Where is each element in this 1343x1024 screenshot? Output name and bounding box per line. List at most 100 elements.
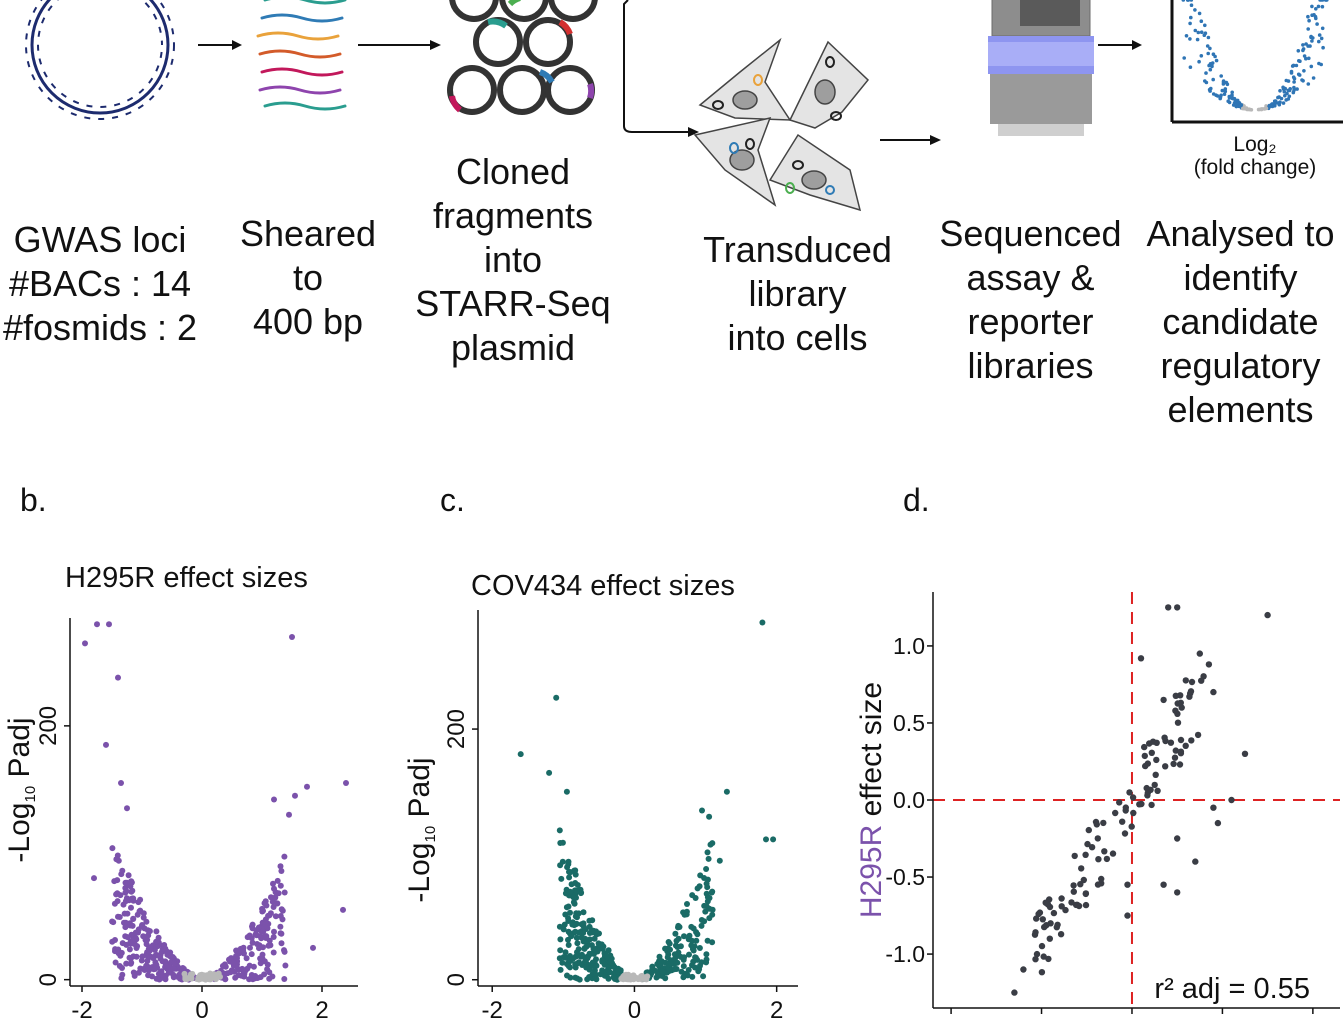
volcano-point-outlier [546,769,553,776]
volcano-point-outlier [759,619,766,626]
volcano-point [577,890,584,897]
scatter-point [1161,734,1168,741]
mini-volcano-point [1287,94,1292,99]
volcano-point [578,934,585,941]
mini-volcano-point [1238,104,1242,108]
volcano-point [130,916,137,922]
volcano-point [690,925,697,932]
volcano-point [681,954,688,961]
volcano-point-outlier [289,634,295,640]
volcano-point [158,949,165,956]
volcano-point [570,955,576,962]
volcano-point [681,933,687,940]
mini-volcano-point [1199,54,1204,58]
volcano-point [684,901,690,907]
volcano-point [119,867,126,874]
mini-volcano-point [1245,107,1250,112]
volcano-point [567,909,573,916]
mini-volcano-point [1314,7,1318,11]
mini-volcano-point [1310,39,1314,43]
volcano-point [560,954,567,961]
scatter-point [1039,916,1046,923]
volcano-point [558,875,565,882]
mini-volcano-point [1306,82,1311,86]
volcano-point [282,962,289,969]
mini-volcano-point [1311,76,1316,80]
scatter-point [1082,901,1090,909]
scatter-point [1138,800,1145,808]
volcano-point [565,928,572,935]
volcano-point [677,943,684,950]
volcano-point-outlier [304,783,310,790]
mini-volcano-point [1320,0,1325,2]
volcano-point-outlier [91,875,97,882]
volcano-point [122,924,129,931]
volcano-point [165,969,172,976]
mini-volcano-xlabel: Log₂ (fold change) [1180,133,1330,179]
volcano-point [121,910,128,917]
step-transduced-line-1: Transduced [703,229,892,270]
scatter-point [1053,924,1060,931]
mini-volcano-point [1204,80,1209,85]
volcano-point [271,885,277,892]
mini-volcano-point [1294,63,1299,68]
volcano-point [249,939,256,946]
step-label-sheared: Sheared to 400 bp [228,212,388,344]
volcano-point [700,973,707,980]
volcano-point-outlier [699,807,705,814]
scatter-point [1075,902,1083,910]
volcano-point [659,968,666,975]
mini-volcano-point [1284,78,1289,83]
volcano-point [662,975,669,982]
volcano-point [157,968,164,975]
volcano-point [117,892,124,899]
volcano-point [672,930,679,937]
volcano-point [246,976,253,983]
scatter-point [1148,749,1155,756]
volcano-point [261,958,268,965]
volcano-point [270,934,277,940]
flow-arrow-3 [623,0,699,137]
ylabel-b: -Log10 Padj [3,717,39,862]
volcano-point [261,900,268,907]
scatter-point [1151,781,1158,789]
volcano-point [281,889,288,896]
mini-volcano-point [1292,88,1296,93]
volcano-point [270,880,276,887]
volcano-point [680,963,687,970]
volcano-point [109,938,116,945]
mini-volcano-point [1304,56,1308,61]
x-tick-label: 0 [1126,1019,1139,1024]
scatter-point [1078,865,1085,872]
scatter-point [1210,688,1217,696]
x-tick-label: -2 [482,997,503,1024]
mini-volcano-point [1278,89,1282,93]
volcano-point [139,953,146,960]
scatter-point [1094,881,1102,888]
scatter-point [1160,881,1167,888]
volcano-point [271,928,277,935]
mini-volcano-point [1193,8,1197,12]
ylabel-c-main: -Log [403,843,436,903]
scatter-point [1148,801,1155,809]
volcano-point [206,974,213,981]
volcano-point [277,863,284,870]
volcano-point [557,947,564,954]
volcano-point [234,955,240,962]
step-transduced-line-2: library [748,273,847,314]
step-analysed-line-4: regulatory [1160,345,1321,386]
volcano-point [566,874,573,881]
volcano-point [603,952,610,959]
step-analysed-line-2: identify [1183,257,1298,298]
scatter-point [1033,950,1041,958]
volcano-point [582,958,589,965]
mini-volcano-point [1309,64,1314,69]
scatter-point [1045,955,1052,963]
x-tick-label: 2 [315,997,328,1024]
mini-volcano-point [1285,91,1289,96]
volcano-point [692,895,699,901]
volcano-point [278,868,285,874]
volcano-point [184,976,191,982]
volcano-point [111,900,118,907]
volcano-point-outlier [310,944,316,951]
